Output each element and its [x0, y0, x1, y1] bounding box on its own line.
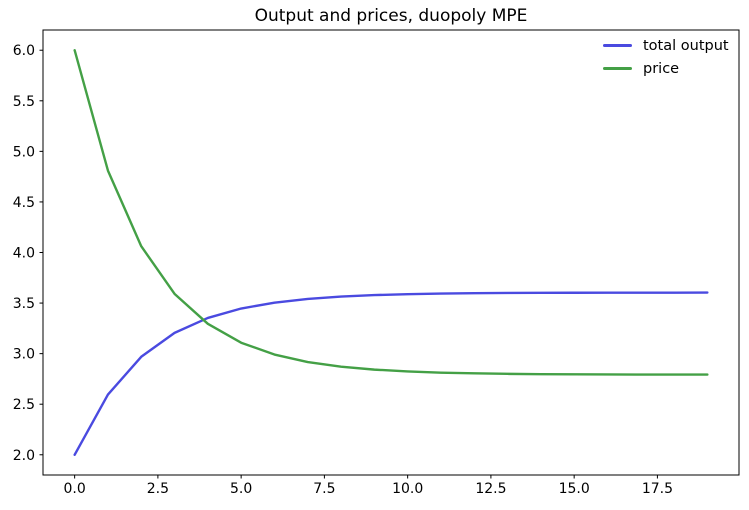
y-tick-label: 5.0	[13, 144, 35, 160]
legend-label-total-output: total output	[643, 37, 729, 54]
x-tick-label: 2.5	[147, 481, 169, 497]
y-tick-label: 3.5	[13, 296, 35, 312]
y-tick-label: 2.0	[13, 448, 35, 464]
x-tick-label: 12.5	[475, 481, 506, 497]
x-tick-label: 7.5	[313, 481, 335, 497]
chart-title: Output and prices, duopoly MPE	[254, 6, 528, 26]
series-line-total-output	[73, 291, 709, 456]
y-tick-label: 3.0	[13, 347, 35, 363]
y-tick-label: 5.5	[13, 94, 35, 110]
legend-entry-price: price	[603, 60, 729, 77]
legend-line-sample-price	[603, 67, 632, 70]
x-tick-label: 10.0	[392, 481, 423, 497]
legend-line-sample-total-output	[603, 44, 632, 47]
x-tick-label: 0.0	[64, 481, 86, 497]
y-tick-label: 4.0	[13, 246, 35, 262]
x-tick-label: 15.0	[559, 481, 590, 497]
series-line-price	[73, 49, 709, 376]
y-tick-label: 2.5	[13, 397, 35, 413]
y-tick-label: 4.5	[13, 195, 35, 211]
x-tick-label: 5.0	[230, 481, 252, 497]
x-tick-label: 17.5	[642, 481, 673, 497]
legend-label-price: price	[643, 60, 680, 77]
legend: total output price	[603, 37, 729, 77]
y-tick-label: 6.0	[13, 43, 35, 59]
plot-frame	[42, 29, 740, 476]
legend-entry-total-output: total output	[603, 37, 729, 54]
